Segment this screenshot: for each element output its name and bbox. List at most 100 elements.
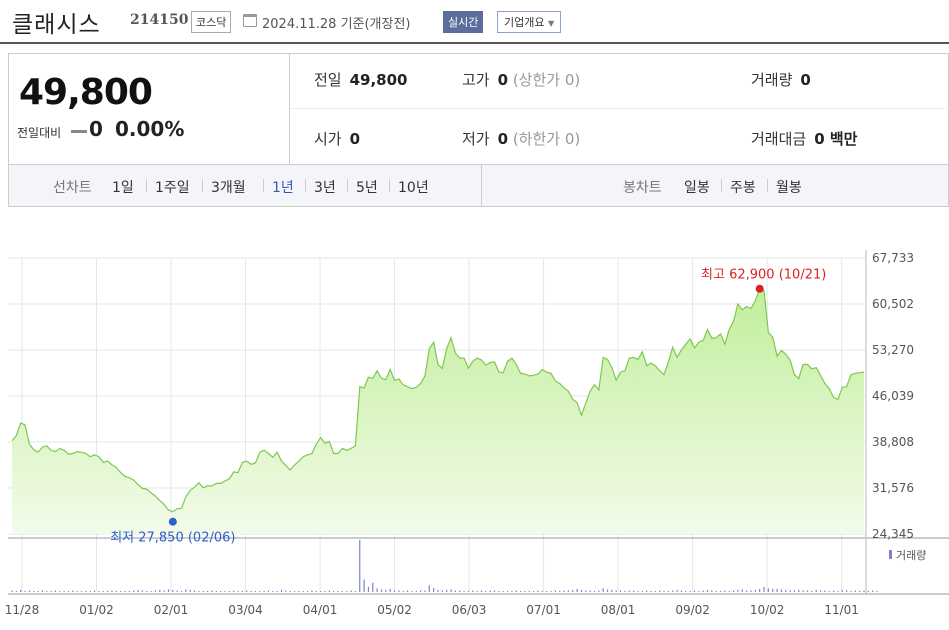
volume-bar (524, 590, 526, 592)
change-percent: 0.00% (115, 117, 185, 141)
volume-bar (463, 590, 465, 592)
volume-bar (776, 588, 778, 592)
volume-bar (398, 590, 400, 592)
volume-bar (663, 590, 665, 592)
company-info-dropdown[interactable]: 기업개요 ▼ (497, 11, 562, 33)
volume-bar (259, 590, 261, 592)
volume-bar (602, 588, 604, 592)
tab-3m[interactable]: 3개월 (211, 180, 246, 196)
tab-daily-candle[interactable]: 일봉 (684, 180, 710, 196)
volume-bar (280, 589, 283, 592)
chevron-down-icon: ▼ (547, 19, 555, 28)
volume-bar (741, 589, 743, 592)
tab-5y[interactable]: 5년 (356, 180, 378, 196)
volume-bar (433, 587, 435, 592)
volume-bar (598, 590, 600, 592)
realtime-button[interactable]: 실시간 (443, 11, 484, 33)
volume-bar (498, 590, 500, 592)
volume-label: 거래량 (751, 71, 793, 89)
volume-bar (689, 590, 691, 592)
volume-bar (515, 590, 517, 592)
x-tick-label: 06/03 (452, 603, 487, 617)
volume-bar (706, 589, 709, 592)
x-tick-label: 10/02 (750, 603, 785, 617)
volume-bar (80, 590, 83, 592)
volume-bar (11, 590, 13, 592)
volume-bar (559, 590, 561, 592)
volume-bar (606, 589, 609, 592)
tab-1d[interactable]: 1일 (112, 180, 134, 196)
volume-bar (111, 590, 113, 592)
market-badge: 코스닥 (191, 11, 232, 33)
volume-bar (176, 590, 178, 592)
volume-bar (276, 590, 278, 592)
volume-bar (437, 589, 439, 592)
volume-bar (550, 590, 552, 592)
amount-value: 0 백만 (814, 130, 858, 148)
no-change-icon (71, 130, 87, 133)
volume-bar (24, 590, 26, 592)
volume-bar (711, 590, 713, 592)
volume-bar (476, 590, 478, 592)
tab-weekly-candle[interactable]: 주봉 (730, 180, 756, 196)
volume-bar (763, 586, 765, 592)
volume-bar (802, 590, 804, 592)
volume-bar (567, 590, 570, 592)
volume-bar (50, 590, 52, 592)
stock-name: 클래시스 (12, 12, 101, 38)
volume-bar (133, 590, 135, 592)
volume-bar (250, 590, 252, 592)
volume-bar (372, 582, 374, 592)
volume-bar (815, 589, 817, 592)
price-chart: 67,733 60,502 53,270 46,039 38,808 31,576 24,3… (5, 250, 949, 617)
tab-separator (305, 179, 306, 192)
y-tick-label: 67,733 (872, 251, 914, 265)
volume-bar (528, 590, 530, 592)
low-label: 저가 (462, 130, 490, 148)
volume-bar (85, 590, 87, 592)
volume-bar (533, 590, 535, 592)
volume-bar (654, 590, 656, 592)
x-tick-label: 08/01 (601, 603, 636, 617)
volume-bar (315, 590, 317, 592)
volume-bar (493, 590, 496, 592)
volume-bar (333, 590, 335, 592)
volume-bar (511, 590, 513, 592)
volume-bar (93, 590, 96, 592)
volume-bar (633, 590, 635, 592)
volume-bar (359, 540, 361, 592)
volume-bar (189, 589, 191, 592)
tab-3y[interactable]: 3년 (314, 180, 336, 196)
volume-bar (141, 590, 144, 592)
volume-bar (376, 588, 378, 592)
upper-limit: (상한가 0) (512, 71, 581, 89)
volume-bar (876, 590, 878, 592)
volume-bar (832, 590, 835, 592)
high-value: 0 (497, 71, 509, 89)
divider (481, 165, 482, 207)
x-tick-label: 03/04 (228, 603, 263, 617)
x-tick-label: 07/01 (526, 603, 561, 617)
volume-bar (593, 590, 596, 592)
volume-bar (854, 590, 856, 592)
volume-bar (754, 589, 756, 592)
volume-bar (554, 590, 556, 592)
change-label: 전일대비 (17, 126, 62, 140)
tab-monthly-candle[interactable]: 월봉 (776, 180, 802, 196)
volume-bar (367, 586, 370, 592)
volume-bar (798, 589, 800, 592)
min-label: 최저 27,850 (02/06) (110, 531, 235, 546)
tab-1w[interactable]: 1주일 (155, 180, 190, 196)
volume-bars (11, 540, 878, 592)
volume-bar (324, 590, 326, 592)
volume-bar (120, 590, 122, 592)
tab-10y[interactable]: 10년 (398, 180, 429, 196)
stock-header: 클래시스 214150 코스닥 2024.11.28 기준(개장전) 실시간 기… (0, 0, 949, 44)
x-tick-label: 09/02 (675, 603, 710, 617)
price-area (12, 288, 864, 534)
tab-separator (767, 179, 768, 192)
volume-bar (572, 589, 574, 592)
volume-bar (672, 590, 674, 592)
tab-1y[interactable]: 1년 (272, 180, 294, 196)
volume-bar (837, 590, 839, 592)
